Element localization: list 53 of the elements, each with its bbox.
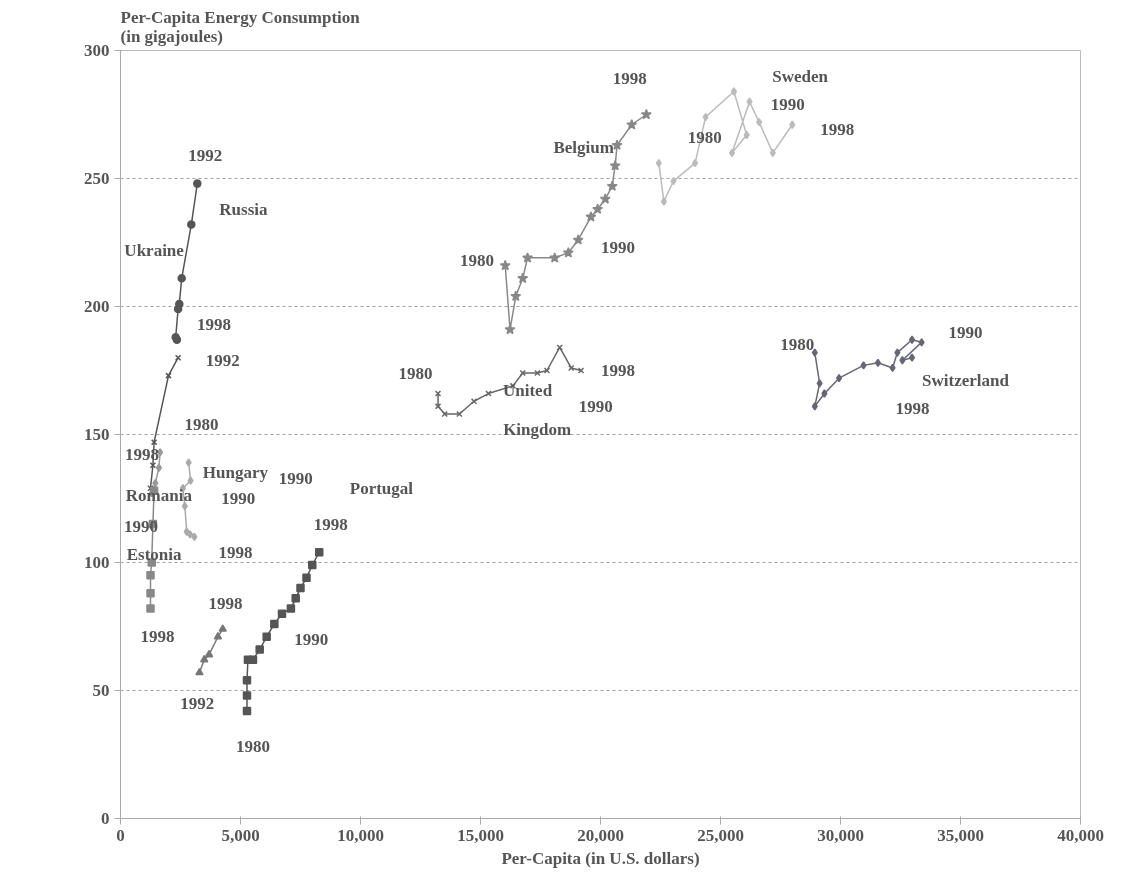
x-tick-label: 20,000 [577, 825, 624, 845]
y-tick-label: 200 [84, 297, 110, 316]
annotation: 1990 [294, 629, 329, 649]
x-tick-label: 0 [116, 825, 125, 845]
annotation: 1980 [780, 335, 815, 355]
annotation: United [502, 381, 553, 401]
annotation: Kingdom [503, 419, 572, 439]
annotation: 1990 [601, 238, 636, 258]
annotation: Belgium [553, 138, 614, 158]
annotation: 1992 [188, 145, 223, 165]
annotation: 1992 [180, 693, 215, 713]
annotation: 1980 [398, 363, 433, 383]
x-tick-label: 5,000 [221, 825, 260, 845]
x-tick-label: 40,000 [1057, 825, 1104, 845]
annotation: 1990 [948, 322, 983, 342]
annotation: Sweden [772, 66, 829, 86]
y-tick-label: 150 [84, 425, 110, 444]
annotation: Russia [219, 199, 268, 219]
annotation: 1980 [459, 250, 494, 270]
y-tick-label: 50 [92, 681, 110, 700]
annotation: Portugal [349, 478, 414, 498]
annotation: 1980 [687, 128, 722, 148]
annotation: 1998 [601, 361, 636, 380]
x-tick-label: 35,000 [937, 825, 984, 845]
annotation: 1990 [221, 489, 256, 508]
annotation: 1990 [278, 468, 313, 488]
annotation: 1998 [313, 514, 348, 534]
annotation: 1992 [205, 350, 240, 370]
annotation: 1998 [140, 627, 175, 647]
annotation: 1980 [235, 737, 270, 757]
y-tick-label: 250 [84, 169, 110, 188]
y-tick-label: 0 [101, 809, 110, 828]
x-tick-label: 25,000 [697, 825, 744, 845]
annotation: Ukraine [124, 240, 185, 260]
annotation: 1998 [895, 399, 930, 419]
annotation: 1998 [197, 314, 232, 334]
y-tick-label: 100 [84, 553, 110, 572]
annotation: 1998 [612, 69, 647, 89]
annotation: 1990 [578, 396, 613, 416]
annotation: Switzerland [922, 371, 1010, 391]
x-tick-label: 30,000 [817, 825, 864, 845]
annotation: Hungary [202, 463, 269, 483]
annotation: 1998 [218, 542, 253, 562]
annotation: 1980 [184, 414, 219, 434]
annotation: 1998 [820, 120, 855, 140]
annotation: 1990 [770, 94, 805, 114]
annotation: 1998 [208, 593, 243, 613]
x-tick-label: 10,000 [337, 825, 384, 845]
annotation: Estonia [126, 545, 182, 565]
x-tick-label: 15,000 [457, 825, 504, 845]
y-tick-label: 300 [84, 41, 110, 60]
x-axis-title: Per-Capita (in U.S. dollars) [501, 848, 700, 868]
chart-title: Per-Capita Energy Consumption (in gigajoules) [120, 7, 361, 46]
